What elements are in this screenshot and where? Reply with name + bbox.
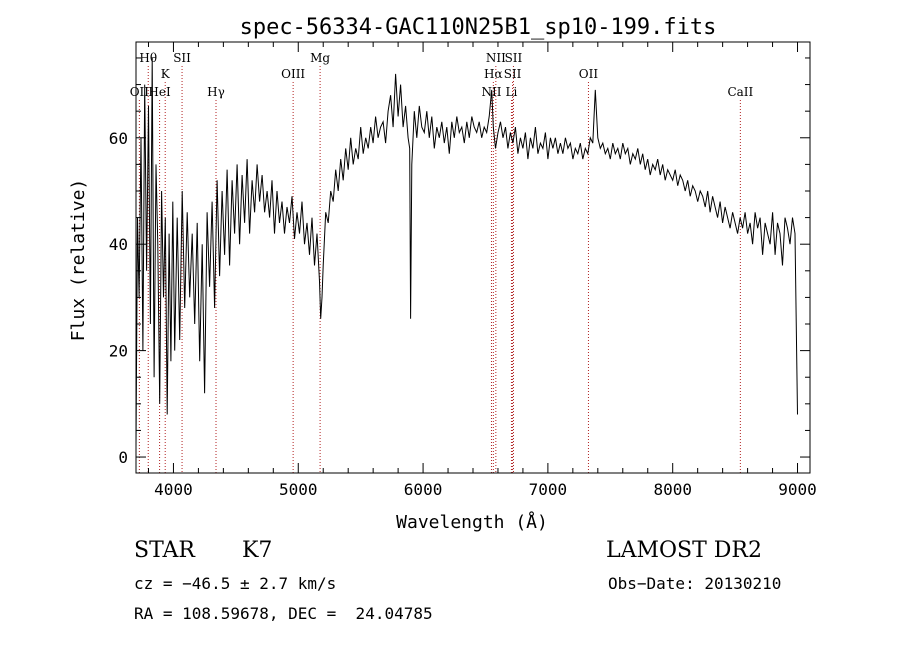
spectral-line-label: HeI <box>148 85 171 99</box>
spectral-line-label: Li <box>506 85 518 99</box>
spectral-line-label: K <box>161 67 171 81</box>
spectral-line-label: SII <box>173 51 191 65</box>
spectral-line-label: Mg <box>310 51 330 65</box>
y-tick-label: 0 <box>118 448 128 467</box>
spectral-line-label: SII <box>504 67 522 81</box>
observation-date: Obs−Date: 20130210 <box>608 574 782 593</box>
x-tick-label: 9000 <box>778 480 817 499</box>
x-tick-label: 5000 <box>279 480 318 499</box>
x-tick-label: 8000 <box>653 480 692 499</box>
object-class: STAR <box>134 538 195 563</box>
coordinates-readout: RA = 108.59678, DEC = 24.04785 <box>134 604 433 623</box>
spectral-line-label: CaII <box>727 85 753 99</box>
y-tick-label: 20 <box>109 342 128 361</box>
spectral-line-label: Hθ <box>139 51 157 65</box>
spectrum-series-line <box>135 57 798 447</box>
chart-title: spec-56334-GAC110N25B1_sp10-199.fits <box>240 15 717 40</box>
x-tick-label: 6000 <box>404 480 443 499</box>
y-tick-label: 40 <box>109 235 128 254</box>
spectral-line-label: Hα <box>484 67 503 81</box>
x-tick-label: 4000 <box>154 480 193 499</box>
redshift-readout: cz = −46.5 ± 2.7 km/s <box>134 574 337 593</box>
axis-ticks: 4000 5000 6000 7000 8000 9000 0 20 40 60 <box>109 42 817 499</box>
spectral-line-label: Hγ <box>207 85 225 99</box>
object-subclass: K7 <box>242 538 273 563</box>
spectral-line-label: SII <box>505 51 523 65</box>
spectral-line-label: OIII <box>281 67 305 81</box>
survey-name: LAMOST DR2 <box>606 538 762 563</box>
x-axis-label: Wavelength (Å) <box>396 511 548 533</box>
y-tick-label: 60 <box>109 129 128 148</box>
plot-frame <box>135 41 811 474</box>
x-tick-label: 7000 <box>529 480 568 499</box>
spectral-line-label: NII <box>486 51 506 65</box>
spectral-line-label: OII <box>579 67 599 81</box>
y-axis-label: Flux (relative) <box>68 179 89 342</box>
spectral-line-label: OII <box>130 85 150 99</box>
